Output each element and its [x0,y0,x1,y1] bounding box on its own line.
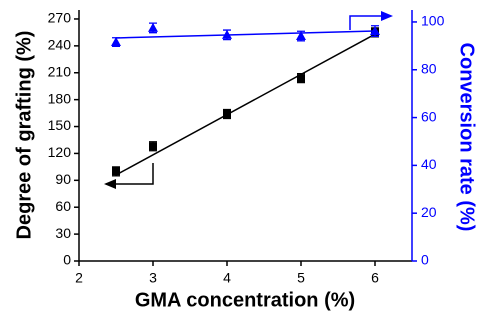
y-tick-label: 120 [48,144,72,160]
y2-tick-label: 40 [421,156,437,172]
data-point [149,142,157,151]
y-tick-label: 210 [48,63,72,79]
data-point [111,37,121,47]
y2-tick-label: 100 [421,13,445,29]
y-tick-label: 60 [55,198,71,214]
y2-tick-label: 60 [421,108,437,124]
x-tick-label: 6 [371,270,379,286]
y-tick-label: 90 [55,171,71,187]
x-tick-label: 2 [75,270,83,286]
data-point [223,109,231,118]
y-tick-label: 180 [48,90,72,106]
axis-arrow [349,15,390,30]
x-axis-label: GMA concentration (%) [135,289,355,311]
arrow-head [104,179,116,189]
y-tick-label: 240 [48,37,72,53]
fit-line [115,30,376,39]
fit-line [115,33,376,176]
data-point [297,74,305,83]
y2-tick-label: 0 [421,252,429,268]
data-point [222,29,232,39]
arrow-head [381,11,393,21]
x-tick-label: 4 [223,270,231,286]
data-point [296,31,306,41]
y-axis-label: Degree of grafting (%) [13,31,35,240]
y2-tick-label: 80 [421,60,437,76]
y2-tick-label: 20 [421,204,437,220]
x-tick-label: 5 [297,270,305,286]
data-point [370,26,380,36]
y-tick-label: 150 [48,117,72,133]
y-tick-label: 30 [55,225,71,241]
axis-arrow [106,163,154,185]
x-tick-label: 3 [149,270,157,286]
y-tick-label: 270 [48,10,72,26]
data-point [112,167,120,176]
data-point [148,22,158,32]
y2-axis-label: Conversion rate (%) [456,43,478,232]
y-tick-label: 0 [63,252,71,268]
